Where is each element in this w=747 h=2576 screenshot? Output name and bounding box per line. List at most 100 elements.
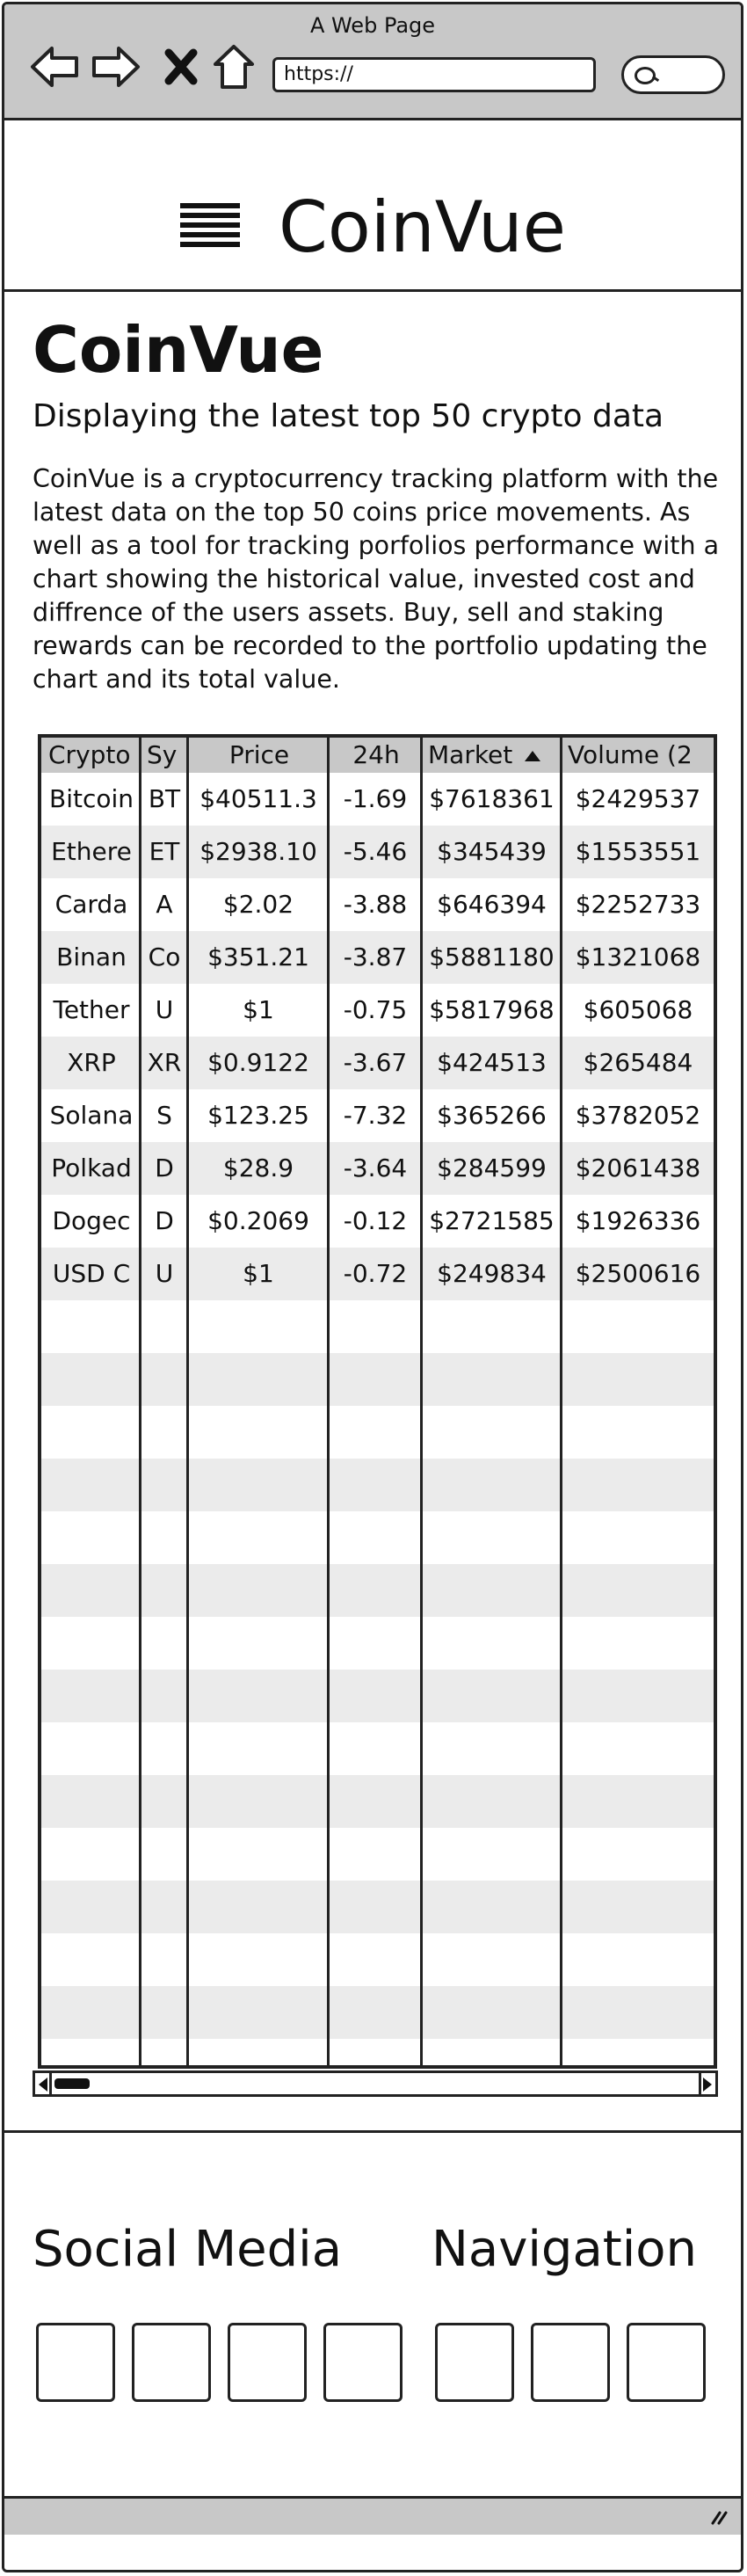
table-cell: S — [156, 1101, 172, 1130]
sort-ascending-icon[interactable] — [525, 751, 541, 761]
back-arrow-icon[interactable] — [29, 41, 80, 92]
table-cell: D — [155, 1206, 174, 1235]
table-row[interactable]: Solana S $123.25 -7.32 $365266 $3782052 — [41, 1089, 714, 1142]
empty-table-row[interactable] — [41, 1933, 714, 1986]
table-cell: Carda — [54, 890, 128, 919]
column-header-label: Volume (2 — [568, 740, 693, 769]
table-cell: -0.75 — [343, 995, 408, 1024]
table-row[interactable]: Tether U $1 -0.75 $5817968 $605068 — [41, 984, 714, 1037]
scroll-right-icon[interactable] — [703, 2078, 712, 2092]
scrollbar-divider — [699, 2073, 701, 2094]
column-header[interactable]: 24h — [335, 738, 417, 773]
table-cell: USD C — [52, 1259, 131, 1288]
table-cell: $7618361 — [429, 784, 555, 813]
column-header-label: 24h — [352, 740, 400, 769]
close-x-icon[interactable] — [156, 41, 207, 92]
browser-search-field[interactable] — [621, 55, 725, 94]
social-link-3[interactable] — [228, 2323, 307, 2402]
column-header[interactable]: Volume (2 — [568, 738, 710, 773]
table-cell: $351.21 — [207, 942, 309, 971]
empty-table-row[interactable] — [41, 1459, 714, 1511]
app-brand[interactable]: CoinVue — [279, 186, 566, 268]
table-cell: $605068 — [583, 995, 693, 1024]
scrollbar-thumb[interactable] — [54, 2078, 90, 2089]
resize-grip-icon[interactable] — [709, 2509, 729, 2525]
empty-table-row[interactable] — [41, 1564, 714, 1617]
table-cell: A — [156, 890, 173, 919]
forward-arrow-icon[interactable] — [91, 41, 141, 92]
table-cell: $646394 — [437, 890, 547, 919]
table-cell: $1321068 — [575, 942, 701, 971]
url-input[interactable]: https:// — [272, 57, 596, 92]
empty-table-row[interactable] — [41, 1300, 714, 1353]
app-header: CoinVue — [4, 120, 741, 292]
column-divider[interactable] — [560, 738, 562, 2065]
table-row[interactable]: XRP XR $0.9122 -3.67 $424513 $265484 — [41, 1037, 714, 1089]
table-row[interactable]: Ethere ET $2938.10 -5.46 $345439 $1553551 — [41, 826, 714, 878]
page-description: CoinVue is a cryptocurrency tracking pla… — [33, 464, 720, 694]
empty-table-row[interactable] — [41, 1722, 714, 1775]
scroll-left-icon[interactable] — [39, 2078, 47, 2092]
table-row[interactable]: Bitcoin BT $40511.3 -1.69 $7618361 $2429537 — [41, 773, 714, 826]
empty-table-row[interactable] — [41, 1511, 714, 1564]
social-media-title: Social Media — [33, 2221, 343, 2278]
table-cell: $3782052 — [575, 1101, 701, 1130]
table-cell: D — [155, 1153, 174, 1182]
table-cell: Bitcoin — [48, 784, 134, 813]
column-header[interactable]: Price — [194, 738, 324, 773]
nav-link-3[interactable] — [627, 2323, 706, 2402]
column-header-label: Market — [428, 740, 513, 769]
empty-table-row[interactable] — [41, 1881, 714, 1933]
table-row[interactable]: Carda A $2.02 -3.88 $646394 $2252733 — [41, 878, 714, 931]
table-cell: $2938.10 — [199, 837, 317, 866]
crypto-table: Crypto Sy Price 24h Market Volume (2 Bitcoin B… — [38, 734, 717, 2069]
empty-table-row[interactable] — [41, 1775, 714, 1828]
column-divider[interactable] — [186, 738, 189, 2065]
empty-table-row[interactable] — [41, 1828, 714, 1881]
table-row[interactable]: Binan Co $351.21 -3.87 $5881180 $1321068 — [41, 931, 714, 984]
table-row[interactable]: USD C U $1 -0.72 $249834 $2500616 — [41, 1248, 714, 1300]
table-row[interactable]: Polkad D $28.9 -3.64 $284599 $2061438 — [41, 1142, 714, 1195]
empty-table-row[interactable] — [41, 1617, 714, 1670]
social-link-1[interactable] — [36, 2323, 115, 2402]
empty-table-row[interactable] — [41, 1406, 714, 1459]
table-cell: $1 — [243, 1259, 274, 1288]
table-row[interactable]: Dogec D $0.2069 -0.12 $2721585 $1926336 — [41, 1195, 714, 1248]
table-cell: $0.9122 — [207, 1048, 309, 1077]
column-divider[interactable] — [327, 738, 330, 2065]
nav-link-1[interactable] — [435, 2323, 514, 2402]
table-cell: -0.72 — [343, 1259, 408, 1288]
table-cell: ET — [149, 837, 180, 866]
social-link-4[interactable] — [323, 2323, 403, 2402]
table-cell: $5817968 — [429, 995, 555, 1024]
page-footer: Social Media Navigation — [4, 2130, 741, 2535]
table-cell: $284599 — [437, 1153, 547, 1182]
empty-table-row[interactable] — [41, 1353, 714, 1406]
table-cell: $265484 — [583, 1048, 693, 1077]
hamburger-menu-icon[interactable] — [180, 203, 240, 249]
table-cell: Dogec — [52, 1206, 131, 1235]
empty-table-row[interactable] — [41, 1986, 714, 2039]
table-header: Crypto Sy Price 24h Market Volume (2 — [41, 738, 714, 773]
table-cell: $28.9 — [222, 1153, 294, 1182]
table-cell: $2.02 — [222, 890, 294, 919]
column-divider[interactable] — [139, 738, 141, 2065]
column-header[interactable]: Sy — [147, 738, 184, 773]
table-cell: $2061438 — [575, 1153, 701, 1182]
empty-table-row[interactable] — [41, 1670, 714, 1722]
horizontal-scrollbar[interactable] — [33, 2070, 718, 2097]
column-header-label: Sy — [147, 740, 178, 769]
window-title: A Web Page — [309, 13, 436, 38]
table-cell: $1 — [243, 995, 274, 1024]
empty-table-row[interactable] — [41, 2039, 714, 2065]
home-icon[interactable] — [208, 41, 259, 92]
column-header[interactable]: Crypto — [48, 738, 136, 773]
column-header[interactable]: Market — [428, 738, 557, 773]
table-cell: Solana — [49, 1101, 134, 1130]
column-divider[interactable] — [420, 738, 423, 2065]
social-link-2[interactable] — [132, 2323, 211, 2402]
table-cell: BT — [148, 784, 181, 813]
table-cell: $0.2069 — [207, 1206, 309, 1235]
nav-link-2[interactable] — [531, 2323, 610, 2402]
table-cell: -3.88 — [343, 890, 408, 919]
